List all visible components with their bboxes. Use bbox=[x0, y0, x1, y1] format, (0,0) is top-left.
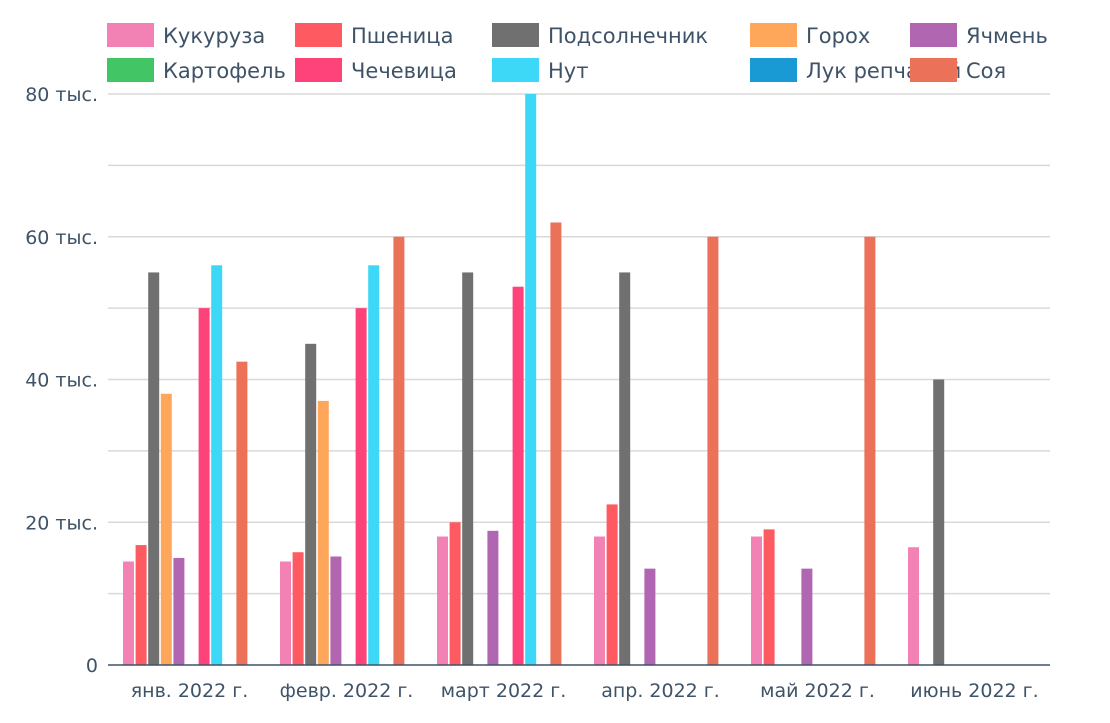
bar-3-3 bbox=[462, 272, 474, 665]
legend-item[interactable]: Подсолнечник bbox=[492, 23, 708, 48]
bar-2-5 bbox=[763, 529, 775, 665]
y-tick-label: 0 bbox=[86, 655, 98, 677]
bar-7-3 bbox=[512, 286, 524, 665]
bar-5-4 bbox=[644, 568, 656, 665]
x-tick-label: апр. 2022 г. bbox=[601, 680, 720, 702]
grid-lines bbox=[108, 93, 1050, 595]
x-tick-label: март 2022 г. bbox=[441, 680, 567, 702]
legend: Кукуруза Пшеница Подсолнечник Горох Ячмень Ка… bbox=[107, 23, 1048, 83]
bar-1-4 bbox=[594, 536, 605, 665]
bar-5-2 bbox=[330, 556, 342, 665]
y-tick-label: 60 тыс. bbox=[25, 227, 98, 249]
legend-swatch bbox=[107, 23, 154, 47]
bar-2-2 bbox=[292, 552, 304, 665]
bar-5-1 bbox=[173, 557, 185, 665]
legend-label: Ячмень bbox=[966, 24, 1048, 48]
legend-item[interactable]: Нут bbox=[492, 58, 588, 83]
bar-10-2 bbox=[393, 236, 405, 665]
bar-7-2 bbox=[355, 308, 367, 665]
bar-10-1 bbox=[236, 361, 248, 665]
legend-swatch bbox=[492, 58, 539, 82]
bar-8-1 bbox=[211, 265, 223, 665]
bar-4-2 bbox=[317, 400, 329, 665]
bar-1-1 bbox=[123, 561, 134, 665]
legend-label: Нут bbox=[548, 59, 588, 83]
y-tick-label: 20 тыс. bbox=[25, 512, 98, 534]
bar-1-2 bbox=[280, 561, 291, 665]
bar-1-5 bbox=[751, 536, 762, 665]
legend-swatch bbox=[750, 58, 797, 82]
bar-10-4 bbox=[707, 236, 719, 665]
legend-swatch bbox=[910, 23, 957, 47]
bar-8-3 bbox=[525, 94, 537, 665]
bar-3-2 bbox=[305, 343, 317, 665]
legend-swatch bbox=[910, 58, 957, 82]
legend-swatch bbox=[750, 23, 797, 47]
legend-label: Пшеница bbox=[351, 24, 453, 48]
bar-4-1 bbox=[160, 393, 172, 665]
bar-10-3 bbox=[550, 222, 562, 665]
bar-8-2 bbox=[368, 265, 380, 665]
y-axis-tick-labels: 0 20 тыс. 40 тыс. 60 тыс. 80 тыс. bbox=[25, 84, 98, 677]
legend-label: Горох bbox=[806, 24, 870, 48]
legend-label: Подсолнечник bbox=[548, 24, 708, 48]
legend-swatch bbox=[295, 23, 342, 47]
x-tick-label: май 2022 г. bbox=[760, 680, 875, 702]
legend-swatch bbox=[107, 58, 154, 82]
legend-item[interactable]: Соя bbox=[910, 58, 1006, 83]
bar-5-5 bbox=[801, 568, 813, 665]
x-tick-label: февр. 2022 г. bbox=[280, 680, 414, 702]
bar-3-6 bbox=[933, 379, 945, 665]
legend-label: Соя bbox=[966, 59, 1006, 83]
legend-label: Кукуруза bbox=[163, 24, 265, 48]
legend-label: Чечевица bbox=[351, 59, 457, 83]
bar-3-4 bbox=[619, 272, 631, 665]
legend-item[interactable]: Чечевица bbox=[295, 58, 457, 83]
bar-10-5 bbox=[864, 236, 876, 665]
bar-3-1 bbox=[148, 272, 160, 665]
legend-item[interactable]: Горох bbox=[750, 23, 870, 48]
y-tick-label: 80 тыс. bbox=[25, 84, 98, 106]
bar-2-4 bbox=[606, 504, 618, 665]
bar-2-1 bbox=[135, 545, 147, 665]
legend-item[interactable]: Ячмень bbox=[910, 23, 1048, 48]
legend-item[interactable]: Картофель bbox=[107, 58, 286, 83]
y-tick-label: 40 тыс. bbox=[25, 370, 98, 392]
x-tick-label: янв. 2022 г. bbox=[131, 680, 249, 702]
bar-5-3 bbox=[487, 530, 499, 665]
chart-bars bbox=[123, 94, 945, 665]
bar-2-3 bbox=[449, 522, 461, 665]
x-axis-tick-labels: янв. 2022 г. февр. 2022 г. март 2022 г. апр… bbox=[131, 680, 1039, 702]
legend-swatch bbox=[295, 58, 342, 82]
x-tick-label: июнь 2022 г. bbox=[910, 680, 1038, 702]
bar-1-3 bbox=[437, 536, 448, 665]
legend-item[interactable]: Кукуруза bbox=[107, 23, 265, 48]
legend-label: Картофель bbox=[163, 59, 286, 83]
legend-swatch bbox=[492, 23, 539, 47]
legend-item[interactable]: Пшеница bbox=[295, 23, 453, 48]
bar-7-1 bbox=[198, 308, 210, 665]
bar-1-6 bbox=[908, 547, 919, 665]
